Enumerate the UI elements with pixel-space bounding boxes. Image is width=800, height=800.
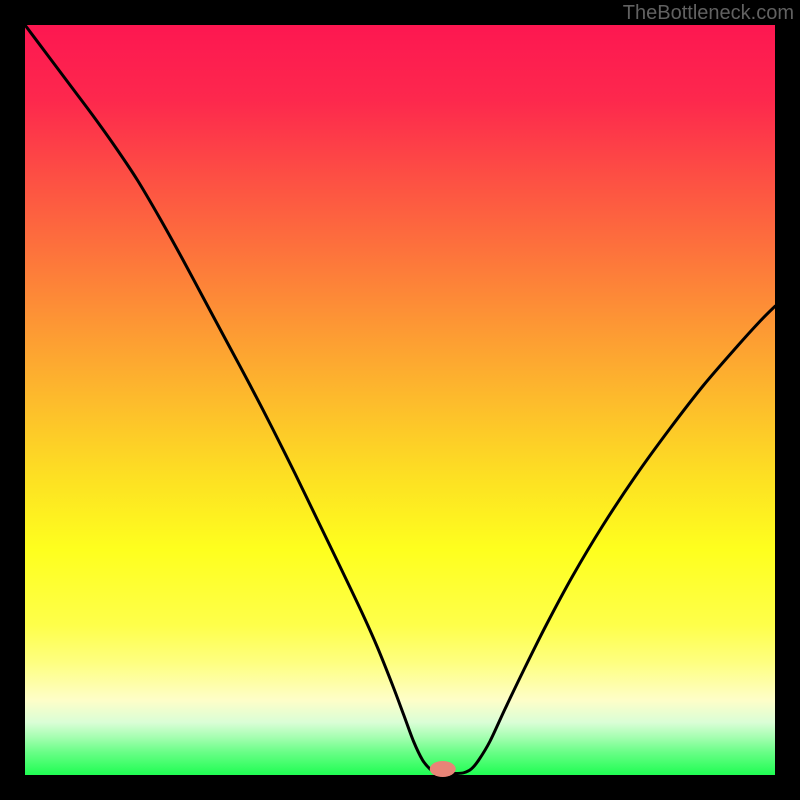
credit-watermark: TheBottleneck.com [623,2,794,25]
bottleneck-chart [0,0,800,800]
chart-container: TheBottleneck.com [0,0,800,800]
